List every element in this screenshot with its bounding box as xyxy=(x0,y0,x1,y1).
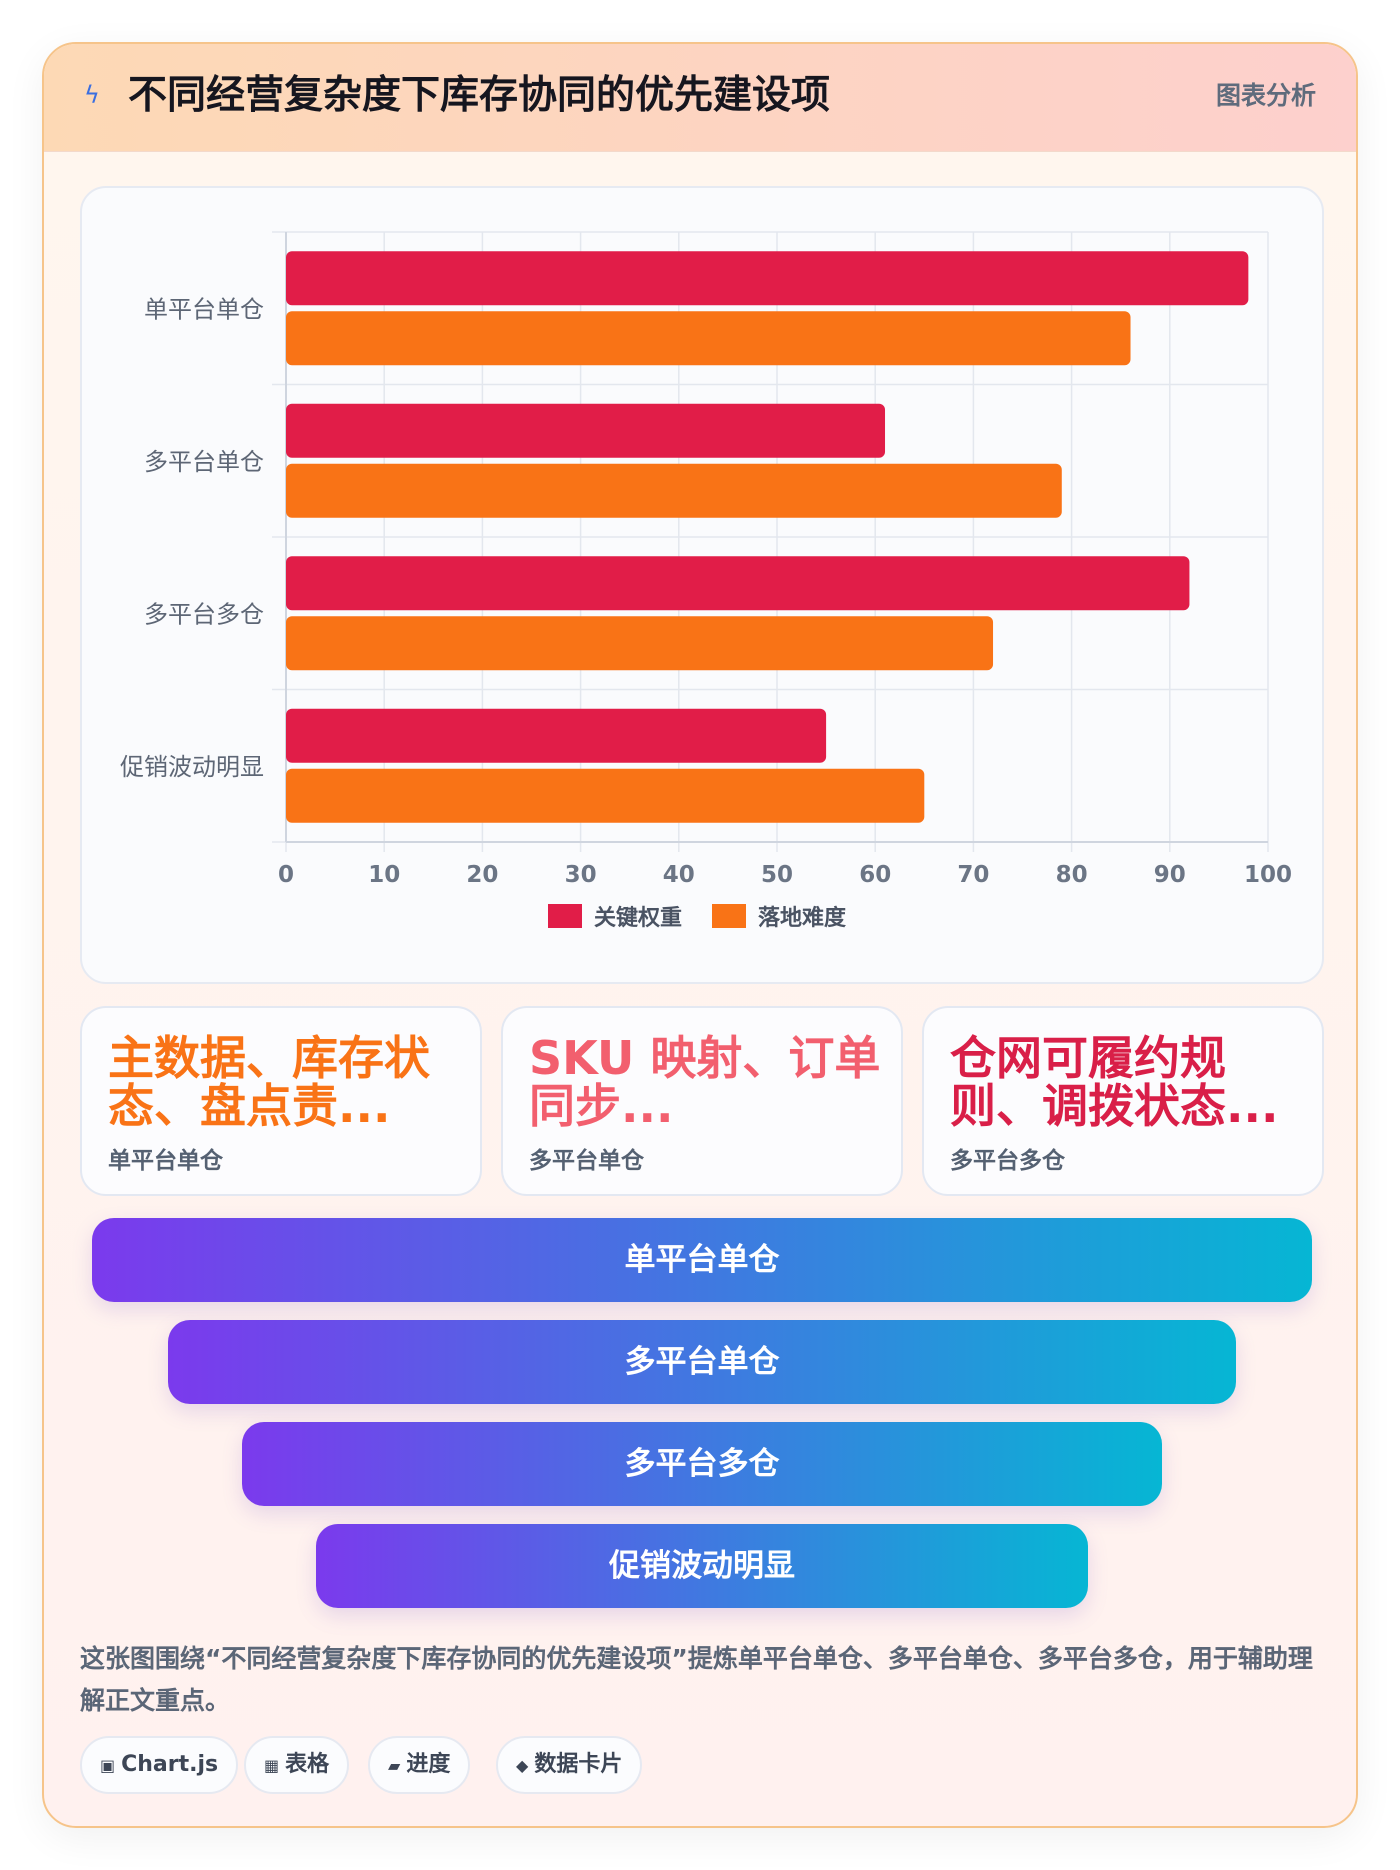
funnel-step-4: 促销波动明显 xyxy=(316,1524,1088,1608)
chip-data-card[interactable]: ◆ 数据卡片 xyxy=(496,1736,643,1794)
bar-difficulty xyxy=(286,311,1131,366)
bar-difficulty xyxy=(286,768,925,823)
bar-weight xyxy=(286,556,1190,611)
bar-weight xyxy=(286,403,886,458)
category-label: 多平台多仓 xyxy=(144,600,264,628)
stat-value: 主数据、库存状态、盘点责... xyxy=(108,1031,430,1133)
x-tick-label: 10 xyxy=(368,862,400,888)
stat-card-2: SKU 映射、订单同步... 多平台单仓 xyxy=(501,1006,903,1196)
stat-label: 多平台单仓 xyxy=(529,1148,644,1174)
bar-difficulty xyxy=(286,616,994,671)
x-tick-label: 40 xyxy=(663,862,695,888)
legend-label: 关键权重 xyxy=(594,905,682,931)
chip-chartjs[interactable]: ▣ Chart.js xyxy=(80,1736,239,1794)
chip-label: 数据卡片 xyxy=(534,1752,623,1777)
category-label: 单平台单仓 xyxy=(144,295,264,323)
bar-chart-panel: 单平台单仓多平台单仓多平台多仓促销波动明显 0 10 20 30 40 50 60 70 80 90… xyxy=(80,186,1324,984)
stat-label: 多平台多仓 xyxy=(950,1148,1065,1174)
chart-icon: ▣ xyxy=(100,1756,116,1775)
x-tick-label: 90 xyxy=(1154,862,1186,888)
x-tick-label: 60 xyxy=(859,862,891,888)
legend-label: 落地难度 xyxy=(758,905,847,931)
chip-label: 表格 xyxy=(285,1752,330,1777)
page-title: 不同经营复杂度下库存协同的优先建设项 xyxy=(128,73,831,118)
category-label: 多平台单仓 xyxy=(144,448,264,476)
chip-progress[interactable]: ▰ 进度 xyxy=(368,1736,471,1794)
diamond-icon: ◆ xyxy=(516,1756,529,1775)
x-tick-label: 30 xyxy=(565,862,597,888)
x-tick-label: 100 xyxy=(1244,862,1292,888)
chip-label: Chart.js xyxy=(121,1752,219,1777)
lightning-icon: ϟ xyxy=(84,81,100,109)
funnel-step-3: 多平台多仓 xyxy=(242,1422,1162,1506)
x-tick-label: 80 xyxy=(1056,862,1088,888)
legend-swatch xyxy=(548,904,582,928)
chip-table[interactable]: ▦ 表格 xyxy=(244,1736,350,1794)
x-tick-label: 70 xyxy=(957,862,989,888)
funnel-step-2: 多平台单仓 xyxy=(168,1320,1236,1404)
x-tick-label: 50 xyxy=(761,862,793,888)
bar-weight xyxy=(286,251,1249,306)
progress-icon: ▰ xyxy=(388,1756,401,1775)
description-text: 这张图围绕“不同经营复杂度下库存协同的优先建设项”提炼单平台单仓、多平台单仓、多… xyxy=(80,1644,1313,1715)
chart-analysis-tag: 图表分析 xyxy=(1215,81,1316,110)
bar-difficulty xyxy=(286,463,1062,518)
table-icon: ▦ xyxy=(264,1756,280,1775)
x-tick-label: 0 xyxy=(278,862,294,888)
x-tick-label: 20 xyxy=(466,862,498,888)
infographic-card: ϟ 不同经营复杂度下库存协同的优先建设项 图表分析 单平台单仓 多平台单仓 多平台多… xyxy=(42,42,1358,1828)
stat-value: SKU 映射、订单同步... xyxy=(529,1031,881,1133)
category-label: 促销波动明显 xyxy=(120,753,264,781)
funnel-step-1: 单平台单仓 xyxy=(92,1218,1312,1302)
stat-card-1: 主数据、库存状态、盘点责... 单平台单仓 xyxy=(80,1006,482,1196)
card-header: ϟ 不同经营复杂度下库存协同的优先建设项 图表分析 xyxy=(44,44,1356,152)
stat-card-3: 仓网可履约规则、调拨状态... 多平台多仓 xyxy=(922,1006,1324,1196)
stat-label: 单平台单仓 xyxy=(108,1148,223,1174)
stat-value: 仓网可履约规则、调拨状态... xyxy=(950,1031,1279,1133)
bar-weight xyxy=(286,708,827,763)
chip-label: 进度 xyxy=(406,1752,451,1777)
legend-swatch xyxy=(712,904,746,928)
